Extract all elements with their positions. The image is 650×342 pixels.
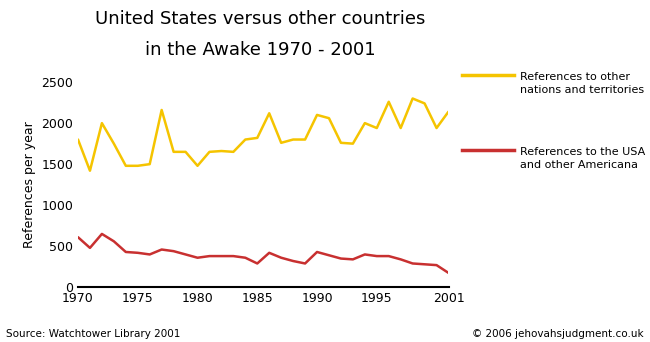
Text: © 2006 jehovahsjudgment.co.uk: © 2006 jehovahsjudgment.co.uk <box>472 329 644 339</box>
Y-axis label: References per year: References per year <box>23 121 36 248</box>
Text: in the Awake 1970 - 2001: in the Awake 1970 - 2001 <box>145 41 375 59</box>
Text: References to the USA
and other Americana: References to the USA and other American… <box>520 147 645 170</box>
Text: United States versus other countries: United States versus other countries <box>95 10 425 28</box>
Text: References to other
nations and territories: References to other nations and territor… <box>520 72 644 95</box>
Text: Source: Watchtower Library 2001: Source: Watchtower Library 2001 <box>6 329 181 339</box>
